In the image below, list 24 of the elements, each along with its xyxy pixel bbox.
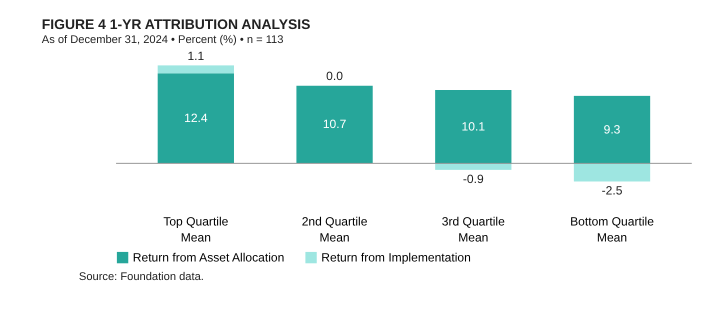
data-label: 12.4 (184, 111, 208, 126)
x-tick-label: Top Quartile Mean (163, 214, 229, 244)
data-label: 9.3 (604, 122, 621, 136)
bar (574, 163, 650, 182)
bar (296, 86, 373, 164)
legend-label: Return from Asset Allocation (132, 250, 284, 264)
source-note: Source: Foundation data. (78, 270, 204, 283)
data-label: 0.0 (326, 69, 344, 84)
x-tick-label: Bottom Quartile Mean (570, 214, 654, 244)
data-label: 10.7 (322, 117, 347, 132)
bar (435, 163, 512, 170)
bar (158, 73, 234, 164)
chart-subtitle: As of December 31, 2024 • Percent (%) • n = 113 (42, 34, 284, 46)
x-tick-label: 2nd Quartile Mean (302, 214, 368, 244)
data-label: -0.9 (462, 172, 484, 186)
chart-title: FIGURE 4 1-YR ATTRIBUTION ANALYSIS (42, 16, 310, 32)
legend-label: Return from Implementation (321, 250, 471, 264)
data-label: 1.1 (187, 48, 205, 63)
bar (158, 65, 234, 74)
data-label: -2.5 (602, 183, 623, 198)
bar (574, 96, 650, 164)
bar (435, 90, 512, 164)
x-tick-label: 3rd Quartile Mean (442, 214, 506, 244)
data-label: 10.1 (462, 119, 486, 134)
